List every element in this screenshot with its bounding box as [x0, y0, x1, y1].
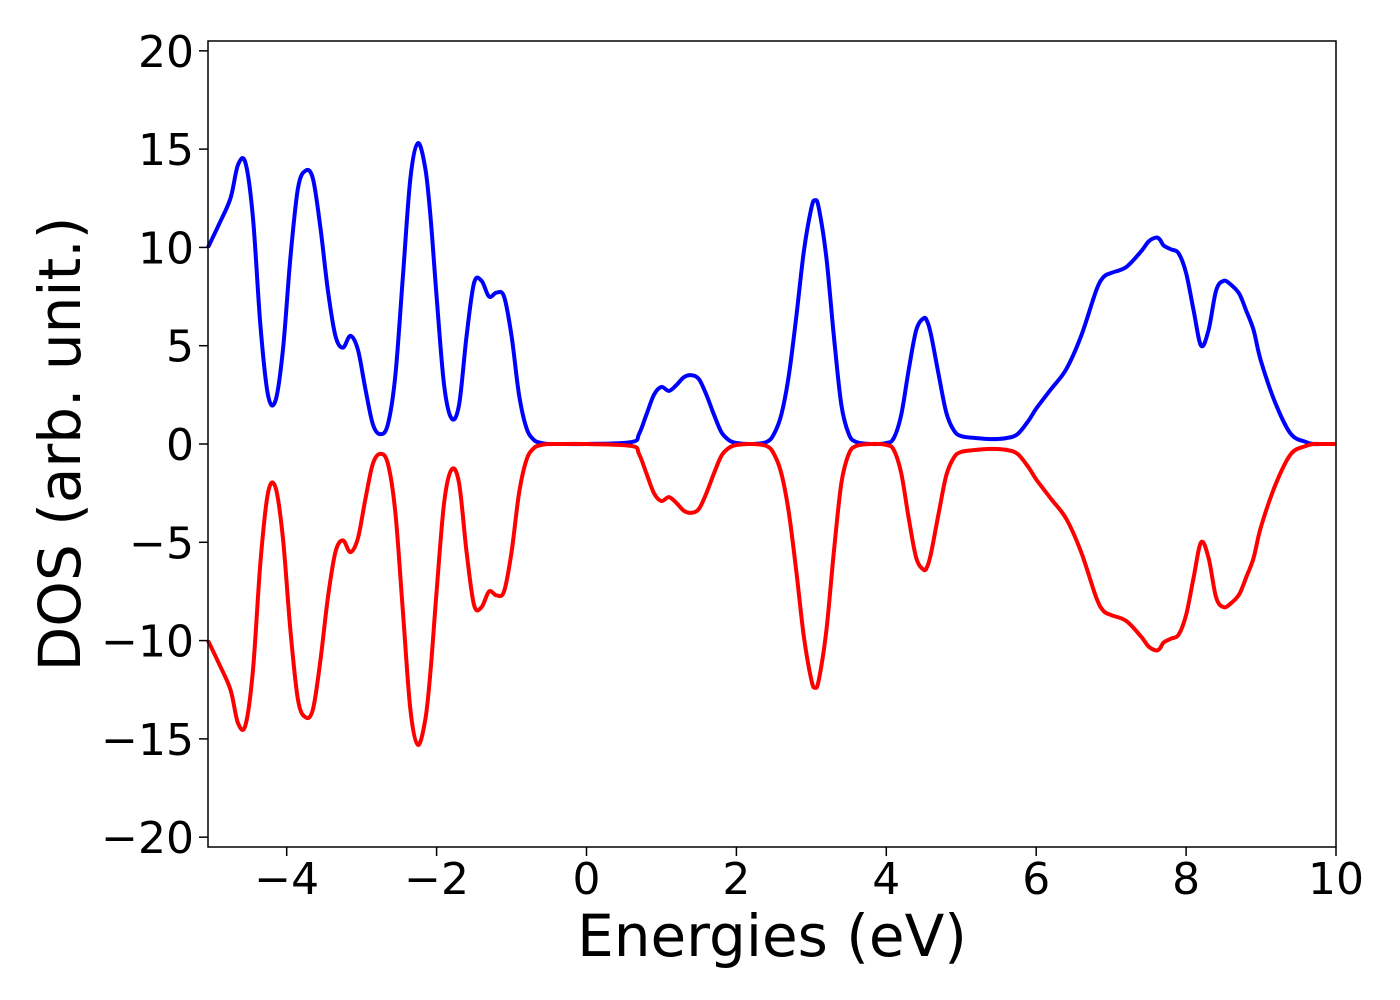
x-tick-label: 8	[1172, 854, 1200, 905]
y-tick-label: 10	[138, 223, 194, 274]
spin-down-dos-line	[206, 441, 1336, 747]
y-tick-label: −15	[101, 715, 194, 766]
y-tick-label: 0	[166, 420, 194, 471]
x-tick-label: −2	[404, 854, 469, 905]
series-layer	[206, 141, 1336, 747]
y-tick-label: 20	[138, 27, 194, 78]
y-axis-ticks: 20 15 10 5 0 −5 −10 −15 −20	[101, 27, 208, 864]
y-tick-label: 5	[166, 322, 194, 373]
y-tick-label: −5	[129, 518, 194, 569]
y-tick-label: −20	[101, 813, 194, 864]
x-tick-label: 6	[1022, 854, 1050, 905]
x-tick-label: −4	[254, 854, 319, 905]
x-axis-label: Energies (eV)	[577, 902, 967, 970]
x-tick-label: 4	[872, 854, 900, 905]
y-tick-label: −10	[101, 617, 194, 668]
y-axis-label: DOS (arb. unit.)	[26, 217, 94, 672]
plot-area-frame	[207, 40, 1337, 848]
x-tick-label: 10	[1308, 854, 1364, 905]
spin-up-dos-line	[206, 141, 1336, 447]
x-tick-label: 2	[722, 854, 750, 905]
x-axis-ticks: −4 −2 0 2 4 6 8 10	[254, 847, 1364, 905]
y-tick-label: 15	[138, 125, 194, 176]
x-tick-label: 0	[572, 854, 600, 905]
